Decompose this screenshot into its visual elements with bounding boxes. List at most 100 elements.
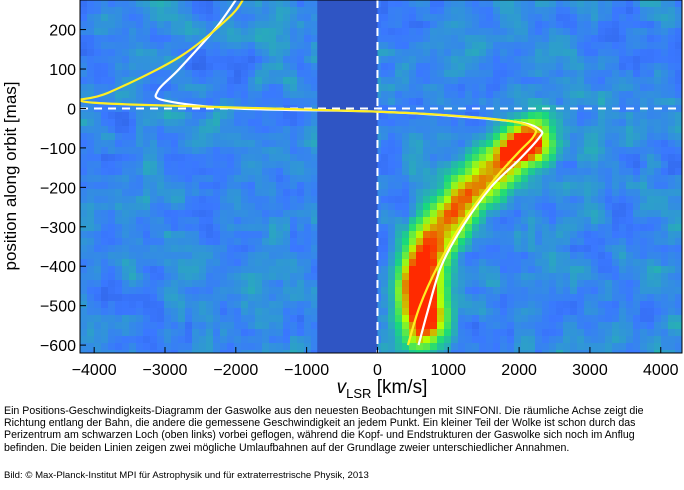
heatmap-cell (556, 63, 564, 71)
heatmap-cell (472, 315, 480, 323)
heatmap-cell (535, 343, 543, 351)
heatmap-cell (458, 343, 466, 351)
heatmap-cell (136, 28, 144, 36)
heatmap-cell (192, 7, 200, 15)
heatmap-cell (374, 49, 382, 57)
heatmap-cell (633, 112, 641, 120)
heatmap-cell (311, 91, 319, 99)
heatmap-cell (178, 154, 186, 162)
heatmap-cell (486, 350, 494, 353)
heatmap-cell (416, 294, 424, 302)
heatmap-cell (192, 0, 200, 8)
heatmap-cell (514, 84, 522, 92)
heatmap-cell (171, 77, 179, 85)
heatmap-cell (507, 175, 515, 183)
heatmap-cell (164, 70, 172, 78)
heatmap-cell (269, 266, 277, 274)
heatmap-cell (437, 308, 445, 316)
heatmap-cell (535, 252, 543, 260)
heatmap-cell (493, 350, 501, 353)
heatmap-cell (577, 266, 585, 274)
heatmap-cell (276, 161, 284, 169)
heatmap-cell (577, 63, 585, 71)
heatmap-cell (248, 14, 256, 22)
heatmap-cell (150, 21, 158, 29)
heatmap-cell (178, 70, 186, 78)
heatmap-cell (276, 133, 284, 141)
heatmap-cell (304, 0, 312, 8)
heatmap-cell (577, 224, 585, 232)
heatmap-cell (157, 196, 165, 204)
heatmap-cell (269, 0, 277, 8)
heatmap-cell (514, 329, 522, 337)
heatmap-cell (598, 7, 606, 15)
heatmap-cell (304, 14, 312, 22)
heatmap-cell (234, 98, 242, 106)
heatmap-cell (486, 266, 494, 274)
heatmap-cell (94, 35, 102, 43)
heatmap-cell (542, 336, 550, 344)
heatmap-cell (178, 336, 186, 344)
heatmap-cell (108, 266, 116, 274)
heatmap-cell (437, 28, 445, 36)
heatmap-cell (605, 84, 613, 92)
heatmap-cell (381, 231, 389, 239)
heatmap-cell (227, 56, 235, 64)
heatmap-cell (136, 343, 144, 351)
heatmap-cell (612, 273, 620, 281)
heatmap-cell (486, 70, 494, 78)
heatmap-cell (129, 140, 137, 148)
heatmap-cell (192, 21, 200, 29)
heatmap-cell (444, 308, 452, 316)
heatmap-cell (248, 280, 256, 288)
heatmap-cell (276, 42, 284, 50)
heatmap-cell (633, 189, 641, 197)
heatmap-cell (570, 203, 578, 211)
heatmap-cell (101, 301, 109, 309)
heatmap-cell (668, 287, 676, 295)
heatmap-cell (591, 308, 599, 316)
heatmap-cell (556, 329, 564, 337)
heatmap-cell (556, 28, 564, 36)
heatmap-cell (591, 14, 599, 22)
heatmap-cell (129, 49, 137, 57)
heatmap-cell (122, 168, 130, 176)
heatmap-cell (297, 70, 305, 78)
heatmap-cell (402, 70, 410, 78)
heatmap-cell (220, 70, 228, 78)
heatmap-cell (255, 14, 263, 22)
heatmap-cell (171, 245, 179, 253)
heatmap-cell (108, 329, 116, 337)
heatmap-cell (577, 259, 585, 267)
heatmap-cell (115, 315, 123, 323)
heatmap-cell (122, 175, 130, 183)
heatmap-cell (115, 63, 123, 71)
heatmap-cell (626, 322, 634, 330)
heatmap-cell (668, 161, 676, 169)
heatmap-cell (122, 315, 130, 323)
heatmap-cell (234, 350, 242, 353)
y-tick-label: 100 (49, 62, 76, 79)
heatmap-cell (465, 0, 473, 8)
heatmap-cell (479, 175, 487, 183)
heatmap-cell (563, 217, 571, 225)
heatmap-cell (276, 84, 284, 92)
heatmap-cell (668, 49, 676, 57)
heatmap-cell (458, 35, 466, 43)
heatmap-cell (206, 91, 214, 99)
heatmap-cell (500, 329, 508, 337)
heatmap-cell (549, 336, 557, 344)
heatmap-cell (297, 112, 305, 120)
heatmap-cell (220, 350, 228, 353)
heatmap-cell (654, 245, 662, 253)
heatmap-cell (437, 217, 445, 225)
heatmap-cell (87, 91, 95, 99)
heatmap-cell (283, 175, 291, 183)
heatmap-cell (591, 56, 599, 64)
heatmap-cell (437, 210, 445, 218)
heatmap-cell (661, 245, 669, 253)
heatmap-cell (437, 231, 445, 239)
heatmap-cell (297, 273, 305, 281)
heatmap-cell (171, 14, 179, 22)
heatmap-cell (388, 154, 396, 162)
